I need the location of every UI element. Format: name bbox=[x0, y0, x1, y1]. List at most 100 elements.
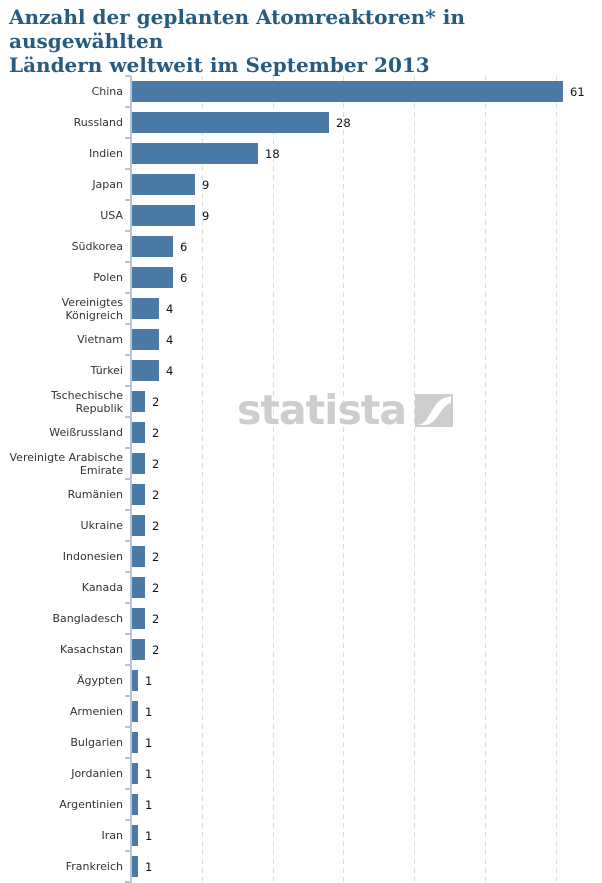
bar-row: Vereinigtes Königreich 4 bbox=[0, 293, 602, 324]
bar-row: Rumänien 2 bbox=[0, 479, 602, 510]
gridline-30 bbox=[343, 76, 344, 882]
category-label: Kanada bbox=[81, 581, 123, 594]
y-axis-line bbox=[130, 76, 132, 882]
bar bbox=[131, 81, 563, 102]
statista-watermark: statista bbox=[237, 386, 453, 434]
bar bbox=[131, 453, 145, 474]
value-label: 18 bbox=[265, 146, 280, 161]
category-label: Polen bbox=[93, 271, 123, 284]
bar-row: Ägypten 1 bbox=[0, 665, 602, 696]
bar-row: Kanada 2 bbox=[0, 572, 602, 603]
bar-row: Bangladesch 2 bbox=[0, 603, 602, 634]
value-label: 9 bbox=[202, 208, 210, 223]
category-label: USA bbox=[100, 209, 123, 222]
value-label: 1 bbox=[145, 828, 153, 843]
axis-tick bbox=[125, 819, 131, 821]
bar-row: Kasachstan 2 bbox=[0, 634, 602, 665]
bar bbox=[131, 732, 138, 753]
value-label: 2 bbox=[152, 518, 160, 533]
value-label: 2 bbox=[152, 394, 160, 409]
bar bbox=[131, 422, 145, 443]
value-label: 2 bbox=[152, 456, 160, 471]
value-label: 61 bbox=[570, 84, 585, 99]
bar-chart: statista China 61 Russland 28 Indien 18 Japan 9… bbox=[0, 75, 602, 883]
axis-tick bbox=[125, 602, 131, 604]
bar-row: Frankreich 1 bbox=[0, 851, 602, 882]
category-label: Südkorea bbox=[71, 240, 123, 253]
category-label: Vereinigtes Königreich bbox=[61, 295, 123, 322]
bar-row: Bulgarien 1 bbox=[0, 727, 602, 758]
axis-tick bbox=[125, 757, 131, 759]
bar bbox=[131, 205, 195, 226]
value-label: 4 bbox=[166, 363, 174, 378]
axis-tick bbox=[125, 695, 131, 697]
chart-title-line1: Anzahl der geplanten Atomreaktoren* in a… bbox=[9, 5, 465, 53]
bar bbox=[131, 577, 145, 598]
value-label: 6 bbox=[180, 239, 188, 254]
value-label: 2 bbox=[152, 549, 160, 564]
category-label: Japan bbox=[92, 178, 123, 191]
bar bbox=[131, 174, 195, 195]
value-label: 2 bbox=[152, 580, 160, 595]
bar bbox=[131, 701, 138, 722]
category-label: Frankreich bbox=[65, 860, 123, 873]
value-label: 9 bbox=[202, 177, 210, 192]
category-label: Jordanien bbox=[71, 767, 123, 780]
value-label: 1 bbox=[145, 797, 153, 812]
gridline-40 bbox=[414, 76, 415, 882]
bar-row: Indien 18 bbox=[0, 138, 602, 169]
bar-row: Ukraine 2 bbox=[0, 510, 602, 541]
bar bbox=[131, 329, 159, 350]
bar bbox=[131, 236, 173, 257]
bar-row: Japan 9 bbox=[0, 169, 602, 200]
axis-tick bbox=[125, 230, 131, 232]
category-label: Vietnam bbox=[77, 333, 123, 346]
bar bbox=[131, 515, 145, 536]
category-label: Tschechische Republik bbox=[50, 388, 123, 415]
chart-title: Anzahl der geplanten Atomreaktoren* in a… bbox=[9, 5, 597, 77]
category-label: Ukraine bbox=[80, 519, 123, 532]
category-label: Kasachstan bbox=[59, 643, 123, 656]
axis-tick bbox=[125, 633, 131, 635]
bar bbox=[131, 267, 173, 288]
category-label: China bbox=[91, 85, 123, 98]
value-label: 2 bbox=[152, 425, 160, 440]
statista-logo-icon bbox=[415, 393, 453, 427]
value-label: 1 bbox=[145, 673, 153, 688]
category-label: Bulgarien bbox=[70, 736, 123, 749]
bar bbox=[131, 484, 145, 505]
bar bbox=[131, 608, 145, 629]
axis-tick bbox=[125, 106, 131, 108]
category-label: Vereinigte Arabische Emirate bbox=[9, 450, 123, 477]
bar-row: Polen 6 bbox=[0, 262, 602, 293]
statista-wordmark: statista bbox=[237, 386, 407, 434]
value-label: 6 bbox=[180, 270, 188, 285]
bar bbox=[131, 391, 145, 412]
axis-tick bbox=[125, 292, 131, 294]
axis-tick bbox=[125, 540, 131, 542]
category-label: Iran bbox=[101, 829, 123, 842]
axis-tick bbox=[125, 881, 131, 883]
value-label: 1 bbox=[145, 735, 153, 750]
value-label: 28 bbox=[336, 115, 351, 130]
bar-row: Iran 1 bbox=[0, 820, 602, 851]
axis-tick bbox=[125, 199, 131, 201]
value-label: 1 bbox=[145, 859, 153, 874]
value-label: 2 bbox=[152, 487, 160, 502]
bar-row: Vietnam 4 bbox=[0, 324, 602, 355]
gridline-10 bbox=[202, 76, 203, 882]
value-label: 2 bbox=[152, 642, 160, 657]
bar-row: Russland 28 bbox=[0, 107, 602, 138]
category-label: Bangladesch bbox=[52, 612, 123, 625]
axis-tick bbox=[125, 509, 131, 511]
bar bbox=[131, 639, 145, 660]
axis-tick bbox=[125, 261, 131, 263]
bar bbox=[131, 360, 159, 381]
bar-row: Armenien 1 bbox=[0, 696, 602, 727]
bar bbox=[131, 112, 329, 133]
category-label: Argentinien bbox=[59, 798, 123, 811]
axis-tick bbox=[125, 850, 131, 852]
category-label: Armenien bbox=[69, 705, 123, 718]
bar bbox=[131, 794, 138, 815]
axis-tick bbox=[125, 416, 131, 418]
